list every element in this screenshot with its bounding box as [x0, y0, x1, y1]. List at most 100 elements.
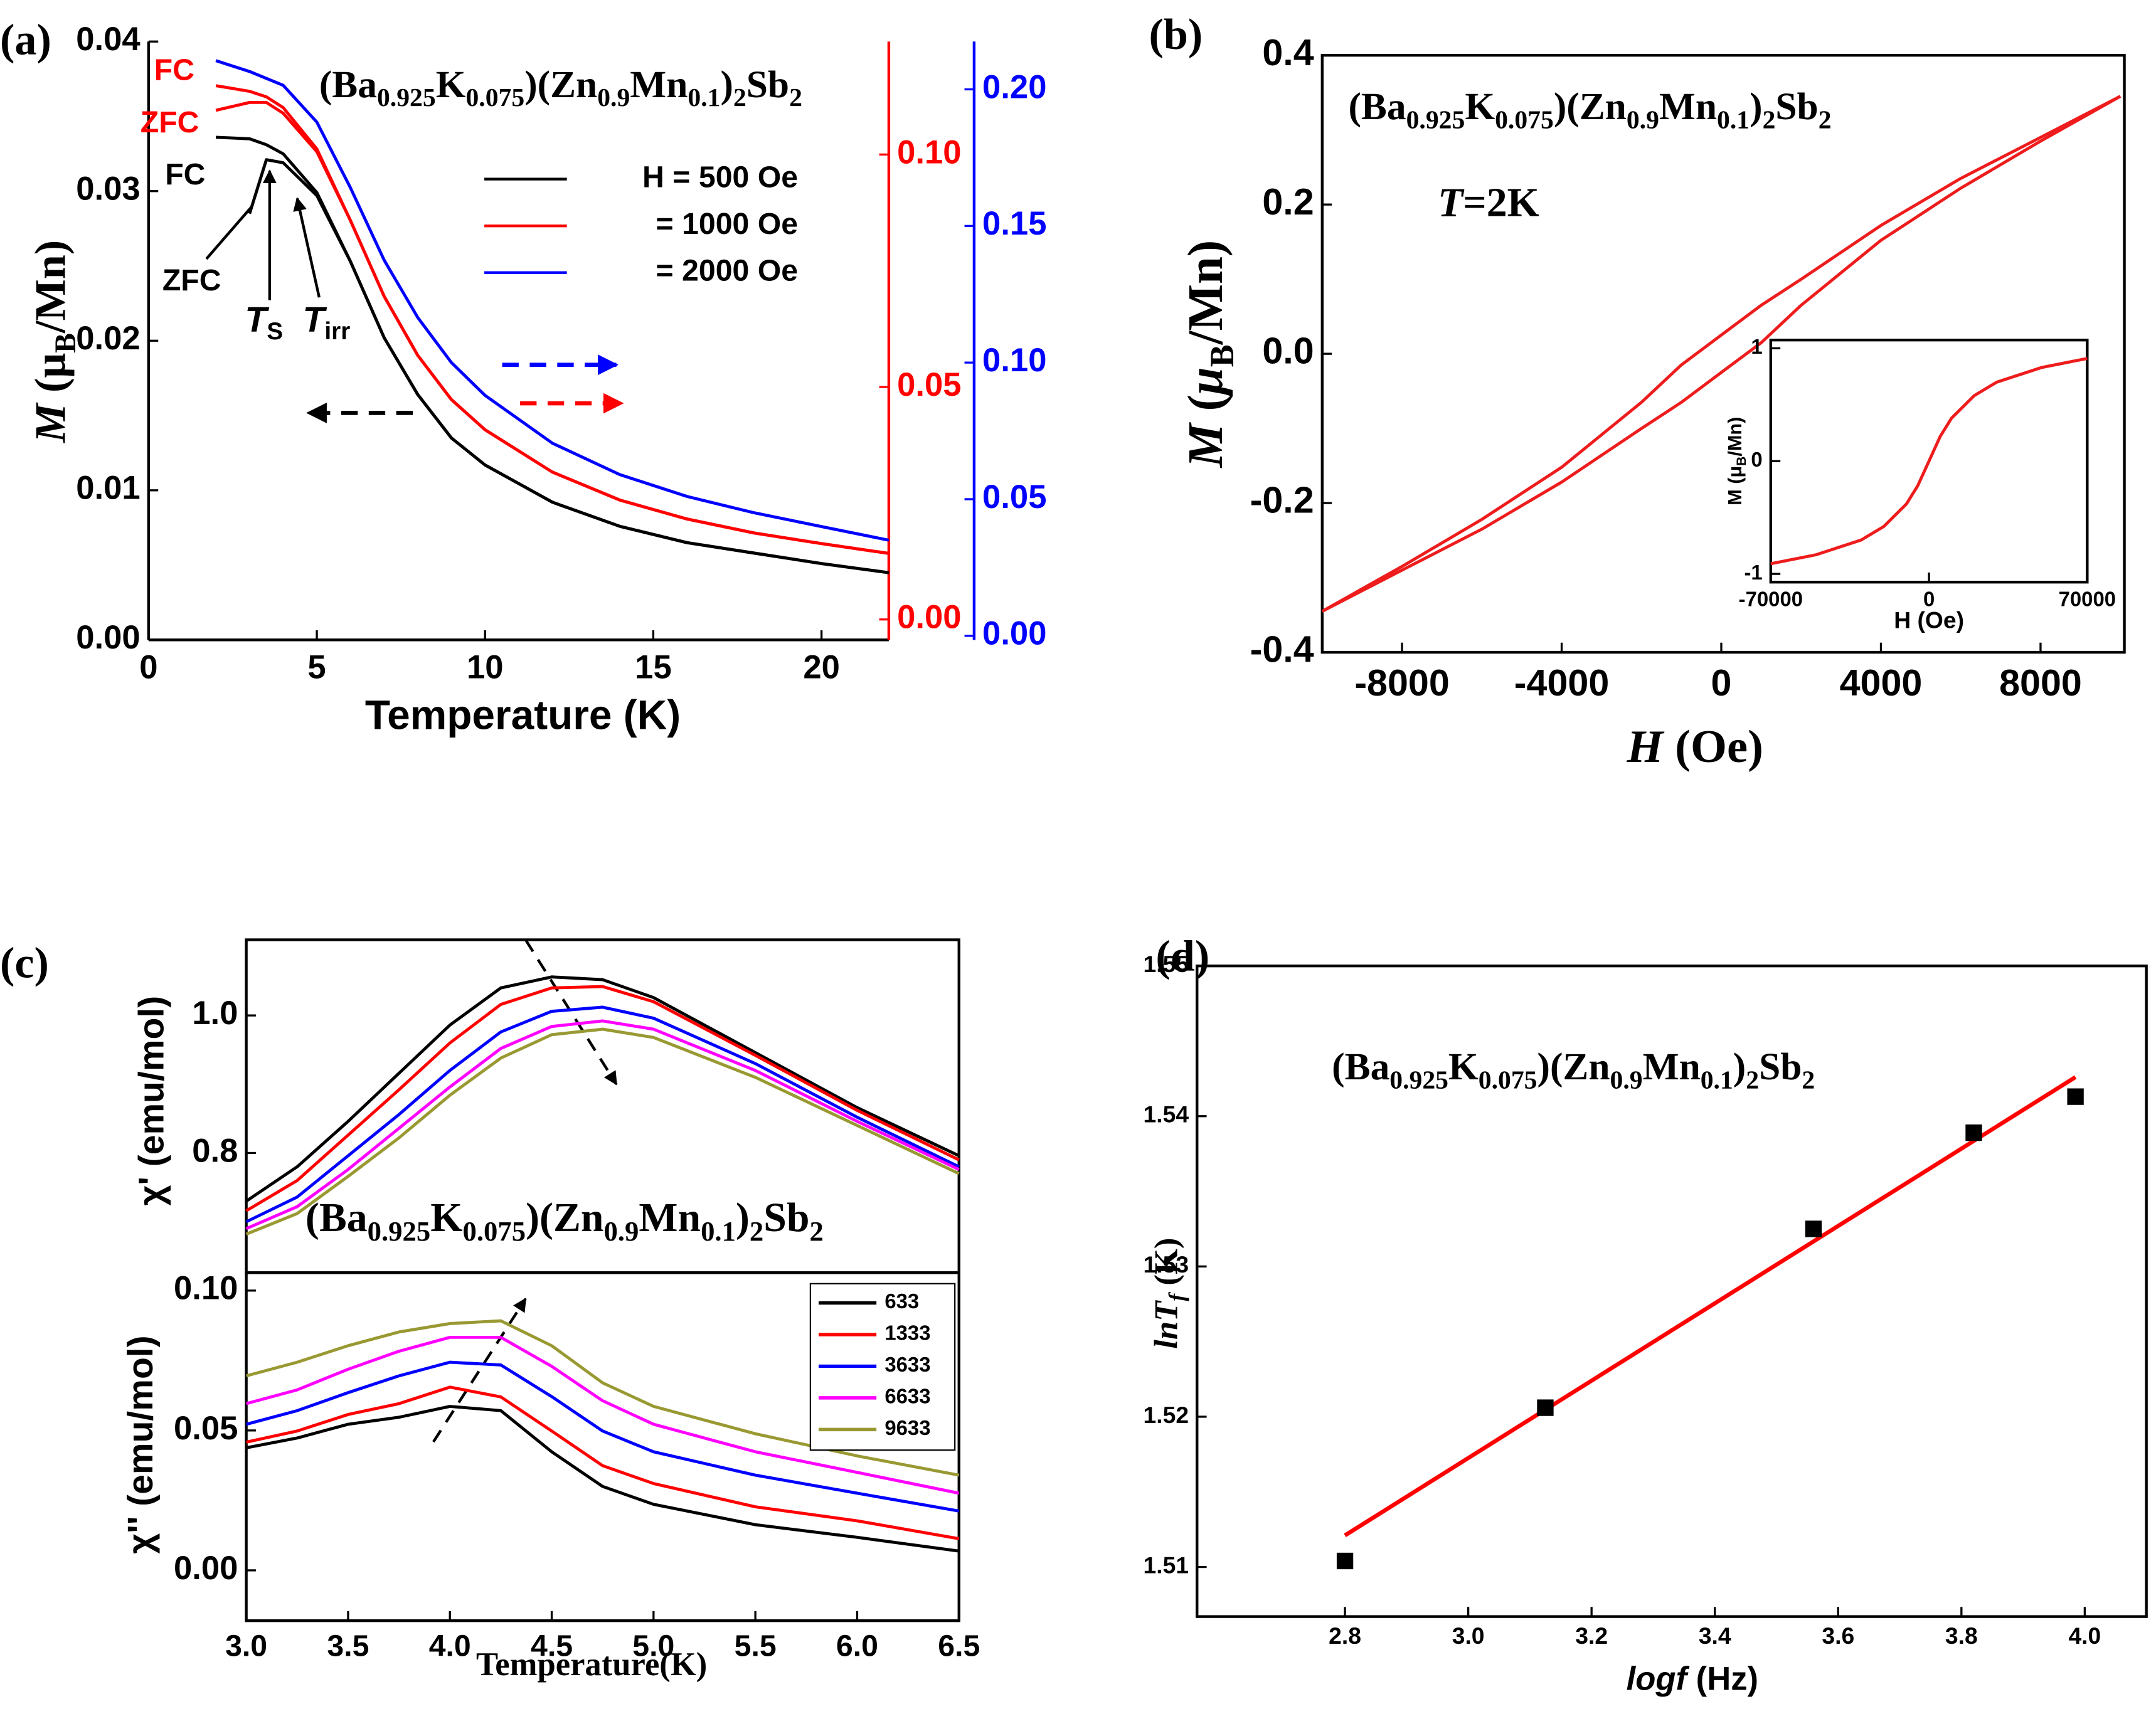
arrows [205, 169, 624, 1443]
series-line [1770, 357, 2088, 566]
y-axis-label: M (μB/Mn) [1179, 240, 1241, 469]
x-tick-label: 20 [803, 649, 840, 686]
series-line [245, 975, 960, 1203]
x-tick-label: 3.8 [1945, 1622, 1978, 1649]
y-tick-label: 1.52 [1144, 1402, 1189, 1428]
series-line [245, 1005, 960, 1224]
annotation: T=2K [1438, 180, 1539, 226]
x-axis-label: logf (Hz) [1627, 1661, 1758, 1698]
text-part: /Mn) [26, 240, 75, 334]
series-line [215, 59, 889, 542]
series-line [216, 135, 889, 574]
text-part: /Mn) [1724, 417, 1746, 457]
y-tick-label: 1.0 [192, 995, 238, 1032]
series-line [245, 985, 960, 1212]
y-tick-label: 0.00 [76, 619, 140, 656]
y-tick-label: 0 [1751, 448, 1762, 471]
x-tick-label: 5 [307, 649, 326, 686]
text-part: Mn [1659, 85, 1717, 128]
text-part: T [1438, 180, 1465, 226]
series-line [1321, 95, 2121, 613]
x-tick-label: 3.0 [225, 1629, 267, 1663]
text-part: ( [1179, 394, 1233, 423]
text-part: M (μ [1724, 466, 1746, 505]
text-part: (Ba [319, 63, 377, 106]
series-line-zfc [215, 100, 889, 555]
x-tick-label: 3.4 [1699, 1622, 1731, 1649]
y-tick-label: 0.2 [1262, 181, 1314, 223]
text-part: 0.9 [603, 1215, 639, 1247]
text-part: irr [324, 318, 350, 345]
x-tick-label: 3.0 [1452, 1622, 1485, 1649]
y-tick-label: -0.2 [1250, 479, 1314, 521]
text-part: 0.925 [377, 83, 436, 112]
text-part: 0.1 [1717, 105, 1750, 134]
x-axis-label: H (Oe) [1627, 721, 1763, 773]
text-part: 0.1 [1701, 1066, 1733, 1094]
text-part: )(Zn [524, 63, 597, 106]
y-tick-label: 0.10 [174, 1270, 238, 1307]
x-tick-label: 4000 [1840, 662, 1923, 704]
x-tick-label: 5.5 [735, 1629, 777, 1663]
text-part: 0.9 [1610, 1066, 1643, 1094]
text-part: K [430, 1195, 462, 1241]
text-part: S [267, 318, 283, 345]
arrow [293, 197, 321, 298]
y-tick-label: 0.01 [76, 470, 140, 507]
plot-frame [1196, 964, 2148, 1618]
legend-label: 6633 [884, 1385, 930, 1408]
text-part: 0.925 [1406, 105, 1465, 134]
y3-tick-label: 0.15 [982, 205, 1046, 242]
text-part: ) [736, 1195, 750, 1241]
y-tick-label: 0.4 [1262, 31, 1314, 73]
y3-tick-label: 0.00 [982, 615, 1046, 652]
x-axis-label: Temperature (K) [365, 692, 681, 738]
point [1965, 1124, 1982, 1141]
x-tick-label: 6.0 [836, 1629, 878, 1663]
y-axis-label: χ' (emu/mol) [132, 996, 172, 1206]
panel-label: (d) [1155, 931, 1209, 980]
legend-label: = 1000 Oe [656, 207, 798, 241]
y-tick-label: 0.8 [192, 1132, 238, 1169]
text-part: 0.9 [597, 83, 630, 112]
text-part: ZFC [141, 105, 199, 139]
text-part: (Ba [1348, 85, 1406, 128]
text-part: B [1203, 344, 1241, 367]
text-part: M [1179, 421, 1233, 468]
text-part: K [1448, 1045, 1479, 1088]
chart-title: (Ba0.925K0.075)(Zn0.9Mn0.1)2Sb2 [319, 63, 802, 112]
chart-title: (Ba0.925K0.075)(Zn0.9Mn0.1)2Sb2 [1348, 85, 1831, 134]
series-line [245, 1027, 960, 1236]
y-tick-label: 1.53 [1144, 1251, 1189, 1278]
text-part: 0.925 [368, 1215, 431, 1247]
series-line [245, 1319, 960, 1477]
y-tick-label: 0.0 [1262, 330, 1314, 372]
text-part: T [245, 300, 269, 340]
annotation: TS [245, 300, 283, 345]
text-part: ) [1733, 1045, 1746, 1088]
text-part: T [303, 300, 327, 340]
series-line-zfc [248, 158, 889, 574]
text-part: FC [165, 157, 205, 191]
y3-tick-label: 0.20 [982, 68, 1046, 105]
x-axis-label: H (Oe) [1894, 607, 1964, 633]
x-tick-label: 4.0 [2068, 1622, 2101, 1649]
annotation: FC [165, 157, 205, 191]
text-part: 2 [1819, 105, 1832, 134]
x-tick-label: -8000 [1354, 662, 1449, 704]
text-part: )(Zn [1554, 85, 1627, 128]
arrow [205, 205, 253, 260]
x-tick-label: 3.2 [1575, 1622, 1608, 1649]
text-part: 0.075 [465, 83, 524, 112]
y2-tick-label: 0.05 [897, 366, 961, 403]
text-part: 0.1 [688, 83, 720, 112]
chart-title: (Ba0.925K0.075)(Zn0.9Mn0.1)2Sb2 [1332, 1045, 1815, 1094]
x-tick-label: 2.8 [1329, 1622, 1361, 1649]
y3-tick-label: 0.10 [982, 342, 1046, 379]
text-part: B [1734, 457, 1749, 466]
x-tick-label: -70000 [1739, 588, 1803, 611]
y-tick-label: 1 [1751, 335, 1762, 358]
x-tick-label: 4.5 [531, 1629, 573, 1663]
text-part: 0.9 [1627, 105, 1659, 134]
